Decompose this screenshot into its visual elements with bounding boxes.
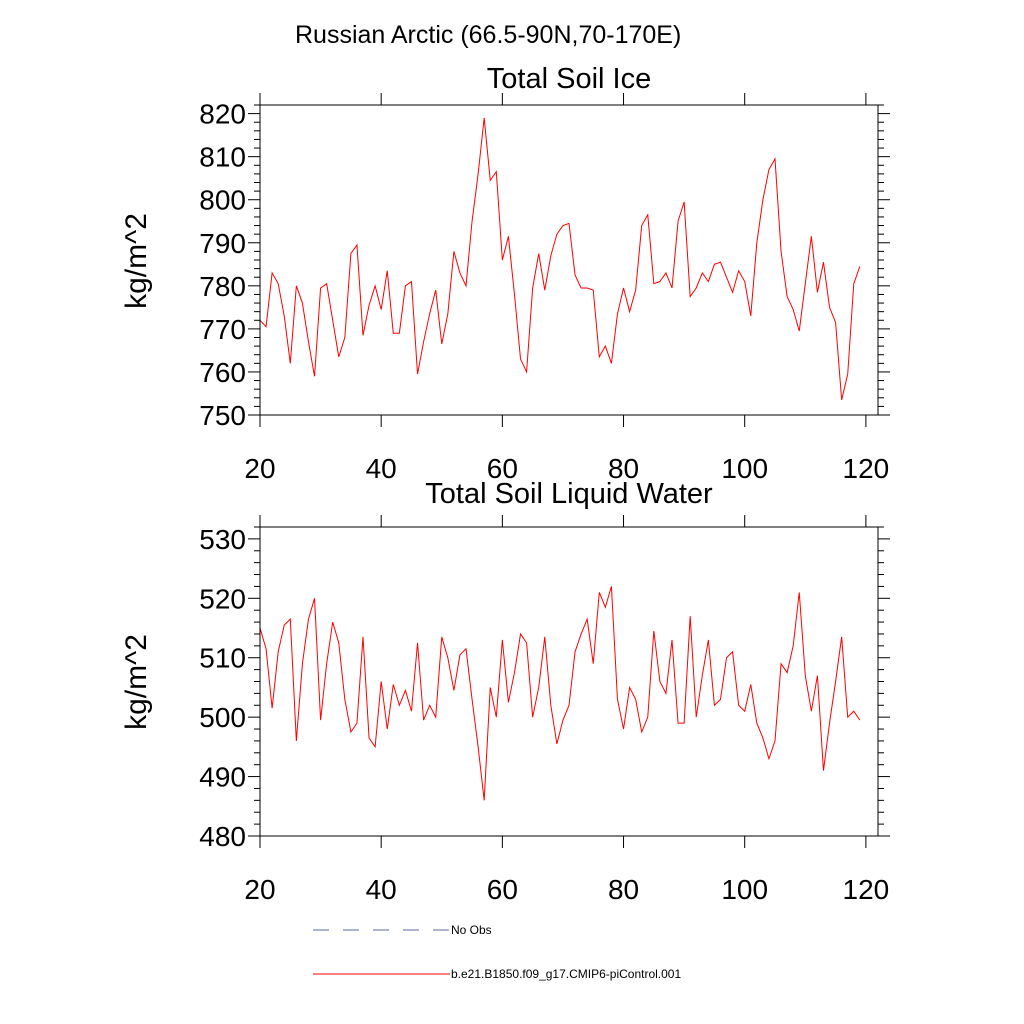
xtick-label: 100 <box>721 453 768 484</box>
ytick-label: 790 <box>199 228 246 259</box>
ytick-label: 510 <box>199 643 246 674</box>
xtick-label: 100 <box>721 874 768 905</box>
series-line-soil-liquid-water <box>259 586 861 801</box>
plot-frame-soil-ice <box>259 104 879 416</box>
legend-label-model: b.e21.B1850.f09_g17.CMIP6-piControl.001 <box>451 967 681 981</box>
ytick-label: 800 <box>199 185 246 216</box>
xtick-label: 80 <box>608 874 639 905</box>
xtick-label: 40 <box>366 874 397 905</box>
chart-panel-soil-ice: Total Soil Ice 750 760 770 780 790 800 810 820 2… <box>120 63 890 484</box>
ytick-label: 520 <box>199 583 246 614</box>
plot-frame-soil-liquid-water <box>259 526 879 837</box>
xtick-label: 60 <box>487 453 518 484</box>
xtick-label: 80 <box>608 453 639 484</box>
xtick-label: 20 <box>244 453 275 484</box>
legend-label-no-obs: No Obs <box>451 923 492 937</box>
ytick-label: 490 <box>199 762 246 793</box>
tick-labels-soil-ice: 750 760 770 780 790 800 810 820 20 40 60 80 100 120 <box>199 99 889 484</box>
ytick-label: 750 <box>199 400 246 431</box>
xtick-label: 20 <box>244 874 275 905</box>
ylabel-soil-liquid-water: kg/m^2 <box>120 634 153 730</box>
chart-title-soil-ice: Total Soil Ice <box>487 63 651 95</box>
ytick-label: 770 <box>199 314 246 345</box>
chart-title-soil-liquid-water: Total Soil Liquid Water <box>425 478 713 510</box>
chart-panel-soil-liquid-water: Total Soil Liquid Water 480 490 500 510 520 5… <box>120 478 890 905</box>
xtick-label: 120 <box>843 874 890 905</box>
ytick-label: 820 <box>199 99 246 130</box>
xtick-label: 40 <box>366 453 397 484</box>
ylabel-soil-ice: kg/m^2 <box>120 213 153 309</box>
figure-title: Russian Arctic (66.5-90N,70-170E) <box>295 21 681 49</box>
ytick-label: 500 <box>199 702 246 733</box>
ytick-label: 480 <box>199 821 246 852</box>
ytick-label: 530 <box>199 524 246 555</box>
xtick-label: 60 <box>487 874 518 905</box>
ytick-label: 760 <box>199 357 246 388</box>
legend: No Obs b.e21.B1850.f09_g17.CMIP6-piContr… <box>313 923 681 981</box>
xtick-label: 120 <box>843 453 890 484</box>
tick-labels-soil-liquid-water: 480 490 500 510 520 530 20 40 60 80 100 120 <box>199 524 889 905</box>
ytick-label: 780 <box>199 271 246 302</box>
ticks-soil-ice <box>248 93 890 427</box>
ticks-soil-liquid-water <box>248 515 890 848</box>
series-line-soil-ice <box>259 117 861 401</box>
ytick-label: 810 <box>199 142 246 173</box>
